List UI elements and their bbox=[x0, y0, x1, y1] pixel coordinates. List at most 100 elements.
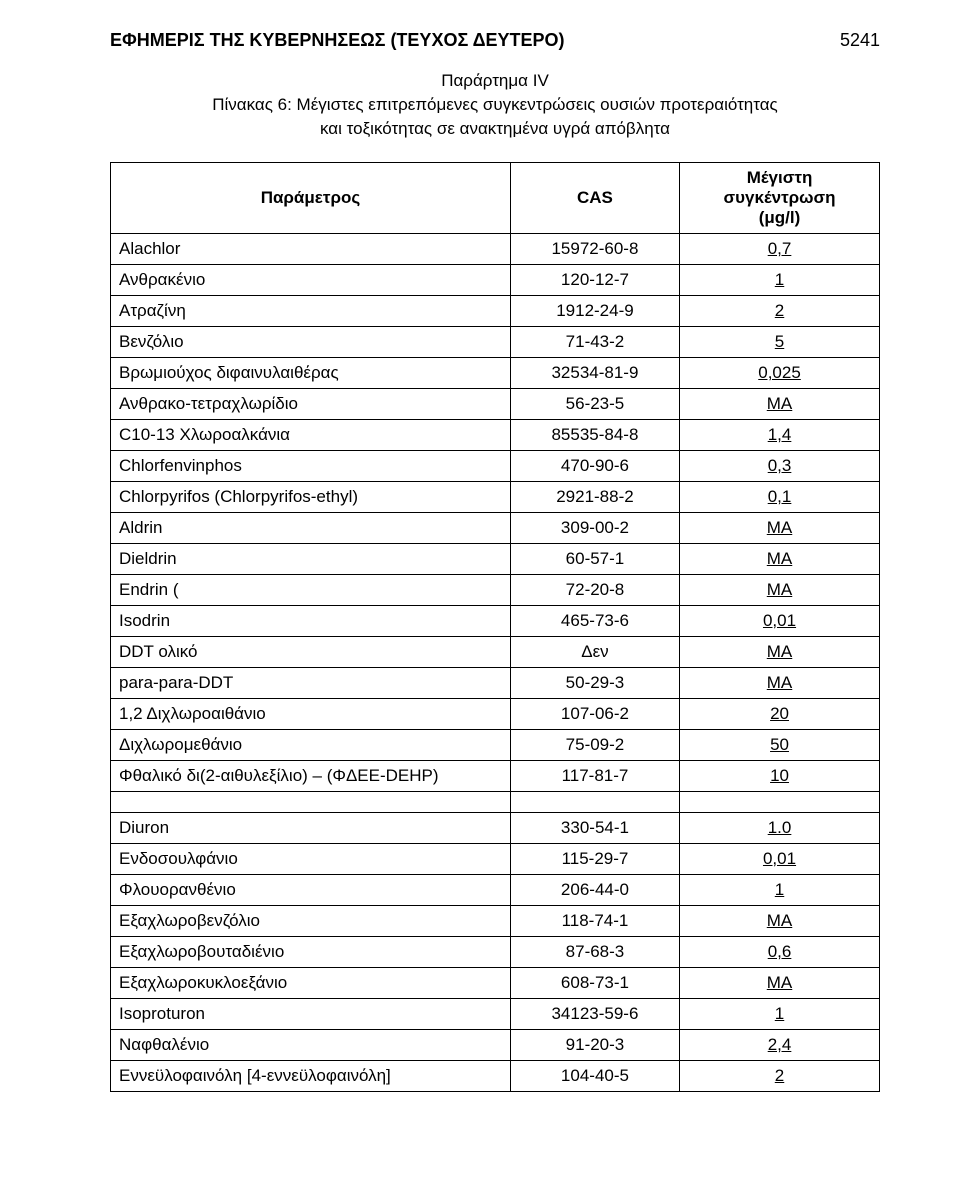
table-row: DDT ολικόΔενΜΑ bbox=[111, 637, 880, 668]
cell-param: Εξαχλωροβενζόλιο bbox=[111, 906, 511, 937]
table-row: Βενζόλιο71-43-25 bbox=[111, 327, 880, 358]
cell-param: Aldrin bbox=[111, 513, 511, 544]
cell-value: 0,01 bbox=[680, 844, 880, 875]
parameters-table: Παράμετρος CAS Μέγιστη συγκέντρωση (μg/l… bbox=[110, 162, 880, 1092]
cell-cas: 104-40-5 bbox=[510, 1061, 679, 1092]
cell-param: Ανθρακένιο bbox=[111, 265, 511, 296]
cell-cas: 34123-59-6 bbox=[510, 999, 679, 1030]
cell-cas: 75-09-2 bbox=[510, 730, 679, 761]
cell-param: Ναφθαλένιο bbox=[111, 1030, 511, 1061]
subtitle-line3: και τοξικότητας σε ανακτημένα υγρά απόβλ… bbox=[110, 117, 880, 141]
table-row: Isoproturon34123-59-61 bbox=[111, 999, 880, 1030]
cell-cas: 206-44-0 bbox=[510, 875, 679, 906]
table-row: Ναφθαλένιο91-20-32,4 bbox=[111, 1030, 880, 1061]
cell-value: 1 bbox=[680, 875, 880, 906]
cell-value: 1 bbox=[680, 999, 880, 1030]
table-row: Ανθρακο-τετραχλωρίδιο56-23-5ΜΑ bbox=[111, 389, 880, 420]
subtitle-block: Παράρτημα IV Πίνακας 6: Μέγιστες επιτρεπ… bbox=[110, 69, 880, 140]
table-row: Ενδοσουλφάνιο115-29-70,01 bbox=[111, 844, 880, 875]
cell-value: 2 bbox=[680, 1061, 880, 1092]
cell-param: Endrin ( bbox=[111, 575, 511, 606]
cell-cas: 60-57-1 bbox=[510, 544, 679, 575]
cell-cas: 465-73-6 bbox=[510, 606, 679, 637]
cell-param: Ανθρακο-τετραχλωρίδιο bbox=[111, 389, 511, 420]
cell-cas: 72-20-8 bbox=[510, 575, 679, 606]
cell-param: Βενζόλιο bbox=[111, 327, 511, 358]
table-row: 1,2 Διχλωροαιθάνιο107-06-220 bbox=[111, 699, 880, 730]
col-header-param: Παράμετρος bbox=[111, 163, 511, 234]
cell-param: Dieldrin bbox=[111, 544, 511, 575]
cell-param: Διχλωρομεθάνιο bbox=[111, 730, 511, 761]
cell-cas: 1912-24-9 bbox=[510, 296, 679, 327]
cell-param: Isodrin bbox=[111, 606, 511, 637]
cell-cas: 120-12-7 bbox=[510, 265, 679, 296]
cell-param: Εξαχλωροκυκλοεξάνιο bbox=[111, 968, 511, 999]
cell-cas: 309-00-2 bbox=[510, 513, 679, 544]
cell-param: Φθαλικό δι(2-αιθυλεξίλιο) – (ΦΔΕΕ-DEHP) bbox=[111, 761, 511, 792]
cell-value: 1 bbox=[680, 265, 880, 296]
table-row: Εξαχλωροβενζόλιο118-74-1ΜΑ bbox=[111, 906, 880, 937]
cell-value: 1,4 bbox=[680, 420, 880, 451]
table-row: Chlorfenvinphos470-90-60,3 bbox=[111, 451, 880, 482]
cell-cas: 15972-60-8 bbox=[510, 234, 679, 265]
table-row: Alachlor15972-60-80,7 bbox=[111, 234, 880, 265]
cell-param: Chlorfenvinphos bbox=[111, 451, 511, 482]
cell-value: ΜΑ bbox=[680, 968, 880, 999]
cell-value: 5 bbox=[680, 327, 880, 358]
cell-cas: 608-73-1 bbox=[510, 968, 679, 999]
table-row: Ανθρακένιο120-12-71 bbox=[111, 265, 880, 296]
cell-param: Alachlor bbox=[111, 234, 511, 265]
cell-param: Φλουορανθένιο bbox=[111, 875, 511, 906]
subtitle-line1: Παράρτημα IV bbox=[110, 69, 880, 93]
cell-cas: 85535-84-8 bbox=[510, 420, 679, 451]
cell-value: ΜΑ bbox=[680, 668, 880, 699]
cell-value: ΜΑ bbox=[680, 906, 880, 937]
cell-value: ΜΑ bbox=[680, 575, 880, 606]
page-header: ΕΦΗΜΕΡΙΣ ΤΗΣ ΚΥΒΕΡΝΗΣΕΩΣ (ΤΕΥΧΟΣ ΔΕΥΤΕΡΟ… bbox=[110, 30, 880, 51]
cell-value: 0,6 bbox=[680, 937, 880, 968]
table-row: Εξαχλωροκυκλοεξάνιο608-73-1ΜΑ bbox=[111, 968, 880, 999]
cell-value: 0,1 bbox=[680, 482, 880, 513]
cell-cas: 91-20-3 bbox=[510, 1030, 679, 1061]
table-row: Εξαχλωροβουταδιένιο87-68-30,6 bbox=[111, 937, 880, 968]
table-row: Εννεϋλοφαινόλη [4-εννεϋλοφαινόλη]104-40-… bbox=[111, 1061, 880, 1092]
cell-cas: 107-06-2 bbox=[510, 699, 679, 730]
cell-value: 2 bbox=[680, 296, 880, 327]
cell-param: DDT ολικό bbox=[111, 637, 511, 668]
cell-value: 20 bbox=[680, 699, 880, 730]
col-header-value-l1: Μέγιστη bbox=[688, 168, 871, 188]
table-row: Ατραζίνη1912-24-92 bbox=[111, 296, 880, 327]
cell-value: ΜΑ bbox=[680, 389, 880, 420]
cell-value: 0,7 bbox=[680, 234, 880, 265]
table-row: Chlorpyrifos (Chlorpyrifos-ethyl)2921-88… bbox=[111, 482, 880, 513]
cell-cas: 2921-88-2 bbox=[510, 482, 679, 513]
cell-param: Ενδοσουλφάνιο bbox=[111, 844, 511, 875]
cell-cas: 117-81-7 bbox=[510, 761, 679, 792]
table-row: para-para-DDT50-29-3ΜΑ bbox=[111, 668, 880, 699]
col-header-value-l2: συγκέντρωση bbox=[688, 188, 871, 208]
spacer-row bbox=[111, 792, 880, 813]
col-header-cas: CAS bbox=[510, 163, 679, 234]
col-header-value: Μέγιστη συγκέντρωση (μg/l) bbox=[680, 163, 880, 234]
col-header-value-l3: (μg/l) bbox=[688, 208, 871, 228]
cell-value: 0,3 bbox=[680, 451, 880, 482]
cell-cas: 71-43-2 bbox=[510, 327, 679, 358]
table-row: Endrin (72-20-8ΜΑ bbox=[111, 575, 880, 606]
cell-value: 0,01 bbox=[680, 606, 880, 637]
table-row: Φθαλικό δι(2-αιθυλεξίλιο) – (ΦΔΕΕ-DEHP)1… bbox=[111, 761, 880, 792]
cell-value: 10 bbox=[680, 761, 880, 792]
cell-param: 1,2 Διχλωροαιθάνιο bbox=[111, 699, 511, 730]
subtitle-line2: Πίνακας 6: Μέγιστες επιτρεπόμενες συγκεν… bbox=[110, 93, 880, 117]
cell-value: 1.0 bbox=[680, 813, 880, 844]
table-row: Βρωμιούχος διφαινυλαιθέρας32534-81-90,02… bbox=[111, 358, 880, 389]
table-row: C10-13 Χλωροαλκάνια85535-84-81,4 bbox=[111, 420, 880, 451]
cell-param: Εξαχλωροβουταδιένιο bbox=[111, 937, 511, 968]
cell-cas: 330-54-1 bbox=[510, 813, 679, 844]
table-row: Isodrin465-73-60,01 bbox=[111, 606, 880, 637]
header-title: ΕΦΗΜΕΡΙΣ ΤΗΣ ΚΥΒΕΡΝΗΣΕΩΣ (ΤΕΥΧΟΣ ΔΕΥΤΕΡΟ… bbox=[110, 30, 565, 51]
page-number: 5241 bbox=[840, 30, 880, 51]
cell-cas: 470-90-6 bbox=[510, 451, 679, 482]
table-row: Φλουορανθένιο206-44-01 bbox=[111, 875, 880, 906]
table-header-row: Παράμετρος CAS Μέγιστη συγκέντρωση (μg/l… bbox=[111, 163, 880, 234]
cell-value: ΜΑ bbox=[680, 544, 880, 575]
